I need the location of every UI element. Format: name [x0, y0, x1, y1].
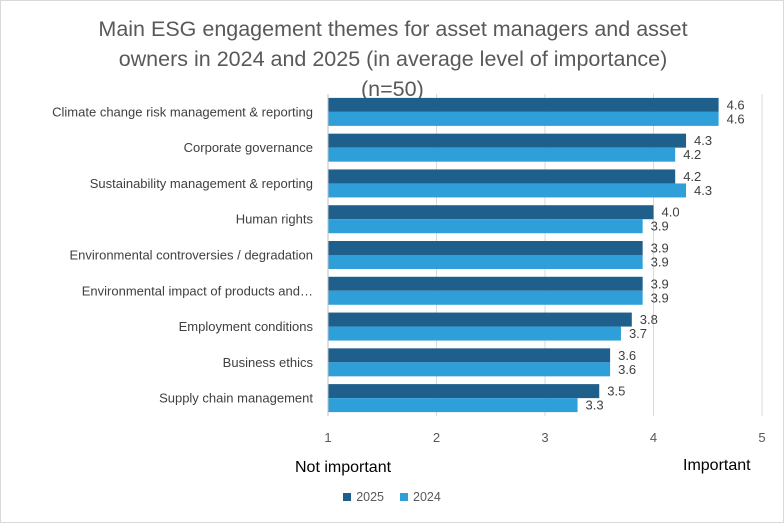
bar-2025 [328, 241, 643, 255]
category-label: Sustainability management & reporting [90, 176, 313, 191]
bar-2025 [328, 384, 600, 399]
legend-label-2025: 2025 [356, 490, 384, 504]
data-label-2024: 4.3 [694, 183, 712, 198]
x-tick-label: 3 [541, 430, 548, 445]
bar-2024 [328, 255, 643, 269]
data-label-2024: 4.6 [727, 111, 745, 126]
bar-2024 [328, 398, 578, 413]
category-label: Human rights [236, 212, 314, 227]
data-label-2024: 3.6 [618, 362, 636, 377]
data-label-2024: 3.9 [651, 290, 669, 305]
category-label: Environmental controversies / degradatio… [69, 248, 313, 263]
bar-2024 [328, 290, 643, 305]
bar-2024 [328, 326, 621, 341]
bar-2024 [328, 183, 687, 198]
data-label-2025: 4.6 [727, 97, 745, 112]
x-tick-label: 4 [650, 430, 657, 445]
data-label-2025: 4.2 [683, 169, 701, 184]
legend-swatch-2025 [343, 493, 352, 501]
data-label-2025: 4.0 [662, 205, 680, 220]
category-label: Employment conditions [179, 319, 314, 334]
scale-label-not-important: Not important [295, 459, 392, 476]
bar-2024 [328, 147, 676, 162]
data-label-2024: 3.9 [651, 255, 669, 270]
bar-2025 [328, 348, 611, 363]
bar-2025 [328, 312, 632, 327]
x-tick-label: 2 [433, 430, 440, 445]
data-label-2024: 3.7 [629, 326, 647, 341]
bar-2024 [328, 362, 611, 377]
data-label-2024: 3.3 [586, 398, 604, 413]
chart-title: Main ESG engagement themes for asset man… [41, 14, 745, 74]
category-label: Climate change risk management & reporti… [52, 104, 313, 119]
chart-title-line-1: Main ESG engagement themes for asset man… [98, 17, 688, 41]
data-label-2024: 4.2 [683, 147, 701, 162]
data-label-2025: 4.3 [694, 133, 712, 148]
data-label-2025: 3.8 [640, 312, 658, 327]
data-label-2024: 3.9 [651, 219, 669, 234]
bar-2024 [328, 219, 643, 234]
bar-2025 [328, 169, 676, 184]
data-label-2025: 3.9 [651, 241, 669, 256]
category-label: Environmental impact of products and… [82, 283, 313, 298]
scale-label-important: Important [683, 457, 751, 474]
bar-2025 [328, 276, 643, 291]
bar-2025 [328, 97, 719, 112]
data-label-2025: 3.9 [651, 276, 669, 291]
x-tick-label: 5 [758, 430, 765, 445]
category-label: Business ethics [223, 355, 314, 370]
legend: 2025 2024 [1, 490, 783, 504]
bar-2025 [328, 205, 654, 220]
category-label: Supply chain management [159, 391, 313, 406]
data-label-2025: 3.6 [618, 348, 636, 363]
legend-item-2024: 2024 [400, 490, 441, 504]
x-tick-label: 1 [324, 430, 331, 445]
legend-label-2024: 2024 [413, 490, 441, 504]
data-label-2025: 3.5 [607, 384, 625, 399]
category-label: Corporate governance [184, 140, 313, 155]
bar-2024 [328, 111, 719, 126]
legend-swatch-2024 [400, 493, 408, 501]
chart-sample-size: (n=50) [361, 77, 424, 101]
legend-item-2025: 2025 [343, 490, 384, 504]
chart-title-line-2: owners in 2024 and 2025 (in average leve… [118, 47, 668, 71]
bar-2025 [328, 133, 687, 148]
